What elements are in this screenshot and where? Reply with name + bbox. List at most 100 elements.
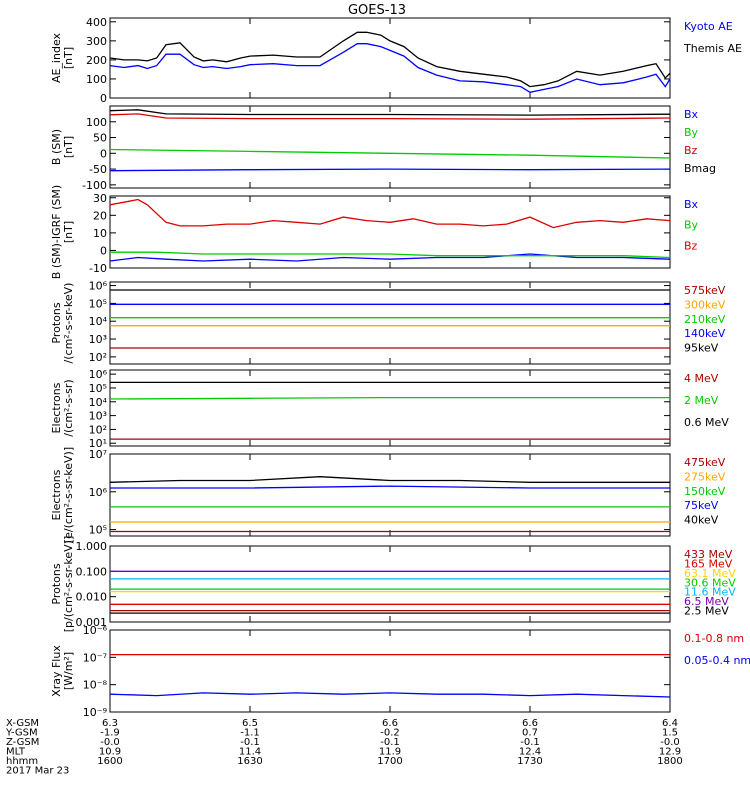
y-tick-label: 0	[100, 92, 107, 105]
y-tick-label: -50	[89, 163, 107, 176]
legend-entry: Bz	[684, 144, 698, 157]
x-row-value: -1.1	[240, 728, 260, 739]
legend-entry: 75keV	[684, 499, 719, 512]
y-tick-label: 0.001	[76, 616, 108, 629]
y-tick-label: 10⁻⁷	[83, 651, 107, 664]
legend-entry: Bx	[684, 198, 699, 211]
x-row-value: 6.6	[522, 718, 538, 729]
y-tick-label: 400	[86, 16, 107, 29]
legend-entry: 11.6 MeV	[684, 586, 736, 599]
y-tick-label: 30	[93, 192, 107, 205]
x-row-value: 1730	[517, 756, 542, 767]
x-row-value: 6.3	[102, 718, 118, 729]
x-row-value: 6.5	[242, 718, 258, 729]
series-line-2-mev	[109, 396, 670, 400]
y-tick-label: 10	[93, 227, 107, 240]
x-row-label: MLT	[6, 747, 26, 758]
x-row-value: 1630	[237, 756, 262, 767]
y-tick-label: 10⁵	[89, 297, 107, 310]
y-axis-label: /(cm²-s-sr)	[62, 379, 75, 436]
legend-entry: Themis AE	[683, 42, 742, 55]
y-tick-label: 100	[86, 73, 107, 86]
panel-frame	[109, 453, 671, 537]
y-tick-label: 10⁴	[89, 396, 108, 409]
legend-entry: Bx	[684, 108, 699, 121]
y-axis-label: B (SM)-IGRF (SM)	[50, 185, 63, 279]
series-line-bz	[109, 198, 671, 229]
y-axis-label: [nT]	[62, 136, 75, 158]
x-row-value: -0.2	[380, 728, 400, 739]
legend-entry: 0.6 MeV	[684, 416, 729, 429]
legend-entry: 150keV	[684, 485, 726, 498]
legend-entry: 275keV	[684, 470, 726, 483]
series-line-0-05-0-4-nm	[109, 692, 671, 698]
legend-entry: Kyoto AE	[684, 20, 733, 33]
x-row-label: X-GSM	[6, 718, 39, 729]
y-tick-label: 0	[100, 147, 107, 160]
series-line-bx	[109, 168, 671, 172]
series-line-75kev	[110, 485, 670, 489]
x-row-label: Z-GSM	[6, 737, 39, 748]
legend-entry: Bmag	[684, 162, 716, 175]
legend-entry: Bz	[684, 239, 698, 252]
x-row-label: Y-GSM	[5, 728, 38, 739]
x-row-value: 12.4	[519, 747, 541, 758]
x-row-value: 1700	[377, 756, 402, 767]
y-tick-label: 10⁵	[89, 382, 107, 395]
series-line-bmag	[109, 109, 671, 116]
series-line-by	[110, 251, 671, 259]
y-tick-label: -100	[82, 179, 107, 192]
x-row-value: 6.4	[662, 718, 678, 729]
y-tick-label: 10³	[89, 333, 107, 346]
x-row-value: 12.9	[659, 747, 681, 758]
y-tick-label: 10⁴	[89, 315, 108, 328]
y-axis-label: [p/(cm²-s-sr-keV)]	[62, 536, 75, 633]
legend-entry: 165 MeV	[684, 557, 733, 570]
series-line-by	[109, 148, 671, 159]
legend-entry: 30.6 MeV	[684, 576, 736, 589]
x-row-value: 1800	[657, 756, 682, 767]
series-line-40kev	[109, 476, 670, 483]
y-tick-label: 10⁶	[89, 368, 108, 381]
x-row-label: hhmm	[6, 756, 38, 767]
legend-entry: 2.5 MeV	[684, 605, 729, 618]
y-tick-label: 20	[93, 209, 107, 222]
y-axis-label: AE_index	[50, 32, 63, 83]
panel-frame	[109, 369, 671, 447]
y-tick-label: 10²	[89, 423, 107, 436]
y-axis-label: [e/(cm²-s-sr-keV)]	[62, 447, 75, 543]
legend-entry: 63.1 MeV	[684, 567, 736, 580]
series-line-themis-ae	[109, 31, 671, 88]
series-line-kyoto-ae	[109, 43, 671, 93]
legend-entry: 475keV	[684, 456, 726, 469]
x-row-value: 11.4	[239, 747, 261, 758]
y-tick-label: 0.100	[76, 565, 108, 578]
series-line-bz	[109, 113, 671, 120]
panel-1: 0 100 200 300 400 AE_index [nT] Kyoto AE Themis …	[50, 16, 742, 105]
panel-frame	[109, 17, 671, 99]
y-tick-label: 1.000	[76, 540, 108, 553]
legend-entry: 300keV	[684, 298, 726, 311]
y-tick-label: 0	[100, 244, 107, 257]
legend-entry: 40keV	[684, 514, 719, 527]
y-axis-label: B (SM)	[50, 129, 63, 165]
x-row-value: 0.7	[522, 728, 538, 739]
y-axis-label: Protons	[50, 563, 63, 604]
y-tick-label: 10⁻⁸	[83, 679, 108, 692]
y-tick-label: 100	[86, 116, 107, 129]
legend-entry: 95keV	[684, 342, 719, 355]
panel-frame	[109, 281, 671, 365]
x-row-value: -0.1	[520, 737, 540, 748]
y-tick-label: 10⁶	[89, 486, 108, 499]
x-row-value: 10.9	[99, 747, 121, 758]
x-row-value: -1.9	[100, 728, 120, 739]
y-tick-label: 10⁻⁹	[83, 706, 107, 719]
legend-entry: 4 MeV	[684, 372, 719, 385]
series-line-bx	[109, 253, 671, 262]
legend-entry: 433 MeV	[684, 548, 733, 561]
x-row-value: -0.0	[100, 737, 120, 748]
y-axis-label: /(cm²-s-sr-keV)	[62, 283, 75, 364]
panel-6: 10⁵ 10⁶ 10⁷ Electrons [e/(cm²-s-sr-keV)] 475k…	[50, 447, 726, 543]
